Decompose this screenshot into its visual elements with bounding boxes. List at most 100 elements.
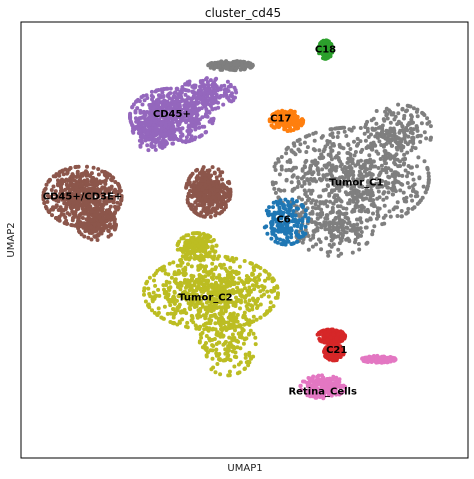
data-point (137, 116, 142, 121)
data-point (280, 227, 285, 232)
data-point (217, 357, 221, 362)
data-point (345, 226, 350, 230)
data-point (137, 138, 142, 143)
data-point (304, 150, 309, 154)
data-point (241, 341, 246, 346)
data-point (372, 224, 377, 229)
data-point (138, 143, 143, 148)
data-point (303, 201, 308, 206)
data-point (337, 186, 342, 191)
data-point (323, 227, 328, 232)
data-point (272, 111, 276, 116)
data-point (284, 122, 289, 127)
data-point (244, 280, 249, 284)
data-point (330, 205, 335, 210)
data-point (227, 324, 231, 328)
data-point (196, 231, 201, 236)
data-point (244, 317, 249, 322)
data-point (299, 226, 304, 231)
data-point (355, 217, 359, 222)
data-point (203, 183, 208, 187)
data-point (148, 113, 153, 118)
data-point (319, 178, 324, 183)
data-point (169, 127, 174, 132)
data-point (176, 112, 181, 117)
data-point (157, 117, 162, 122)
data-point (180, 116, 185, 121)
data-point (199, 335, 204, 340)
data-point (251, 272, 255, 277)
data-point (228, 190, 233, 195)
data-point (199, 84, 204, 89)
data-point (341, 226, 346, 231)
data-point (77, 178, 82, 183)
data-point (54, 172, 59, 177)
data-point (230, 324, 234, 329)
data-point (221, 197, 226, 202)
data-point (242, 310, 247, 315)
data-point (372, 204, 377, 208)
data-point (211, 313, 216, 318)
data-point (207, 271, 212, 276)
data-point (192, 247, 196, 252)
data-point (211, 195, 216, 200)
data-point (223, 351, 228, 356)
data-point (146, 148, 151, 153)
data-point (190, 203, 195, 208)
data-point (358, 171, 363, 176)
data-point (204, 112, 208, 117)
data-point (302, 164, 307, 169)
data-point (203, 274, 208, 279)
data-point (396, 102, 401, 107)
data-point (344, 211, 349, 216)
data-point (411, 177, 416, 182)
data-point (106, 214, 111, 219)
data-point (49, 188, 54, 192)
data-point (54, 216, 59, 220)
data-point (108, 222, 112, 227)
data-point (239, 298, 243, 303)
data-point (168, 122, 173, 127)
data-point (206, 98, 210, 103)
data-point (159, 315, 164, 320)
data-point (333, 126, 338, 131)
data-point (207, 175, 212, 180)
data-point (209, 210, 214, 215)
data-point (102, 191, 107, 196)
data-point (425, 116, 430, 121)
data-point (329, 149, 334, 154)
data-point (207, 336, 212, 341)
data-point (108, 173, 113, 178)
data-point (238, 323, 242, 328)
data-point (225, 192, 230, 197)
data-point (203, 314, 208, 319)
data-point (280, 113, 285, 118)
data-point (380, 179, 385, 183)
data-point (411, 106, 416, 111)
data-point (160, 132, 165, 137)
data-point (266, 213, 271, 218)
data-point (289, 226, 294, 231)
data-point (263, 278, 267, 283)
data-point (246, 290, 251, 295)
data-point (47, 209, 52, 214)
data-point (363, 225, 368, 230)
data-point (276, 187, 281, 192)
data-point (162, 304, 167, 309)
data-point (310, 211, 315, 216)
data-point (365, 184, 370, 189)
data-point (82, 211, 87, 216)
data-point (344, 180, 349, 185)
data-point (221, 102, 226, 107)
data-point (165, 86, 170, 91)
data-point (93, 213, 98, 217)
data-point (351, 173, 356, 178)
data-point (215, 362, 220, 366)
data-point (402, 161, 407, 166)
data-point (202, 343, 207, 348)
data-point (247, 350, 252, 355)
data-point (294, 229, 299, 234)
data-point (412, 205, 417, 210)
data-point (148, 294, 153, 299)
data-point (368, 216, 373, 221)
